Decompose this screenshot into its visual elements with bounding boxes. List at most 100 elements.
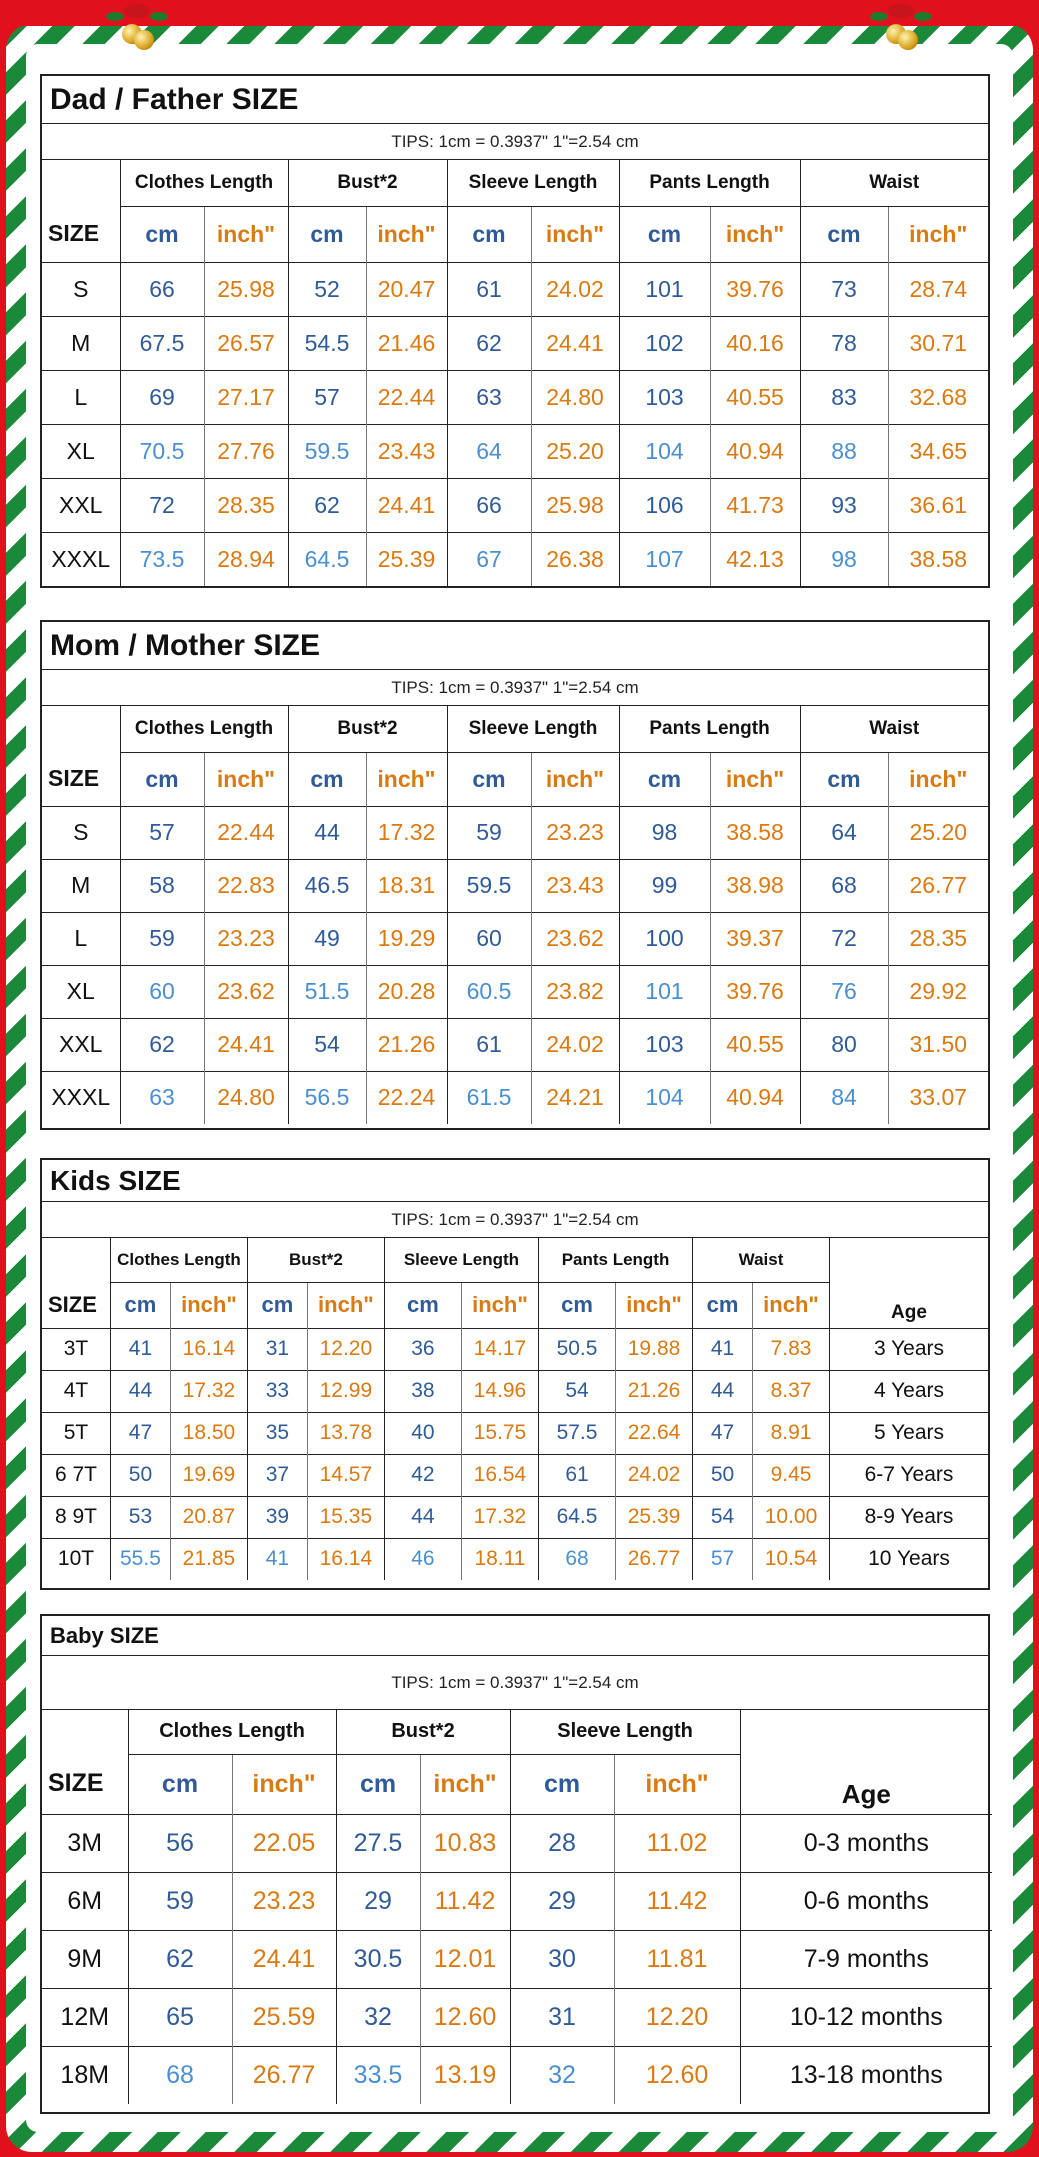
inch-header: inch"	[530, 752, 620, 806]
inch-header: inch"	[306, 1282, 385, 1328]
cm-cell: 50	[109, 1453, 171, 1496]
unit-header-row: SIZE cm inch" cm inch" cm inch" cm inch" cm inch" A…	[42, 1282, 988, 1328]
inch-cell: 38.98	[709, 858, 801, 912]
cm-cell: 62	[446, 315, 531, 370]
cm-cell: 99	[618, 858, 711, 912]
inch-cell: 13.19	[419, 2045, 511, 2104]
size-header: SIZE	[48, 1769, 104, 1798]
inch-cell: 28.35	[887, 911, 989, 965]
cm-cell: 67.5	[119, 315, 204, 370]
inch-cell: 24.80	[203, 1070, 288, 1124]
age-header: Age	[829, 1282, 988, 1328]
cm-cell: 69	[119, 369, 204, 424]
table-row: 8 9T 53 20.87 39 15.35 44 17.32 64.5 25.39 54 10.0…	[42, 1495, 988, 1538]
section-title: Kids SIZE	[42, 1160, 988, 1202]
table-row: XXXL 63 24.80 56.5 22.24 61.5 24.21 104 40.94 84 3…	[42, 1070, 989, 1124]
inch-cell: 22.44	[203, 805, 288, 859]
size-cell: L	[42, 369, 120, 424]
inch-cell: 18.11	[460, 1537, 539, 1580]
table-row: XL 60 23.62 51.5 20.28 60.5 23.82 101 39.76 76 29.…	[42, 964, 989, 1018]
inch-cell: 10.54	[751, 1537, 830, 1580]
size-grid: Clothes Length Bust*2 Sleeve Length Pants L…	[42, 706, 989, 1124]
table-row: M 58 22.83 46.5 18.31 59.5 23.43 99 38.98 68 26.77	[42, 858, 989, 912]
cm-cell: 65	[127, 1987, 232, 2046]
size-cell: S	[42, 805, 120, 859]
bell-ornament-icon	[870, 2, 932, 50]
inch-cell: 24.02	[615, 1453, 693, 1496]
inch-cell: 38.58	[887, 531, 989, 586]
column-group-header: Sleeve Length	[509, 1710, 741, 1755]
cm-cell: 72	[119, 477, 204, 532]
cm-cell: 46	[383, 1537, 462, 1580]
inch-cell: 10.83	[419, 1813, 511, 1872]
cm-cell: 44	[383, 1495, 462, 1538]
table-row: XXXL 73.5 28.94 64.5 25.39 67 26.38 107 42.13 98 3…	[42, 531, 989, 586]
corner-cell	[42, 1710, 128, 1754]
cm-cell: 54	[537, 1369, 616, 1412]
size-header: SIZE	[48, 1291, 97, 1317]
inch-cell: 12.99	[306, 1369, 385, 1412]
inch-cell: 22.44	[365, 369, 447, 424]
cm-cell: 57	[692, 1537, 753, 1580]
size-cell: 9M	[42, 1929, 128, 1988]
unit-header-row: SIZE cm inch" cm inch" cm inch" cm inch" cm inch"	[42, 206, 989, 262]
cm-header: cm	[446, 752, 531, 806]
conversion-tips: TIPS: 1cm = 0.3937" 1"=2.54 cm	[42, 124, 988, 160]
inch-cell: 38.58	[709, 805, 801, 859]
inch-header: inch"	[203, 752, 288, 806]
cm-cell: 53	[109, 1495, 171, 1538]
age-cell: 8-9 Years	[829, 1495, 988, 1538]
inch-cell: 22.24	[365, 1070, 447, 1124]
inch-cell: 12.60	[613, 2045, 741, 2104]
cm-cell: 52	[287, 261, 366, 316]
age-header-spacer	[739, 1710, 993, 1754]
inch-header: inch"	[887, 206, 989, 262]
inch-cell: 25.98	[530, 477, 620, 532]
inch-cell: 25.59	[231, 1987, 337, 2046]
inch-cell: 23.62	[203, 964, 288, 1018]
cm-cell: 83	[799, 369, 889, 424]
inch-cell: 19.69	[169, 1453, 248, 1496]
size-cell: 4T	[42, 1369, 111, 1412]
cm-cell: 33	[246, 1369, 308, 1412]
cm-cell: 32	[335, 1987, 421, 2046]
dad-size-table: Dad / Father SIZE TIPS: 1cm = 0.3937" 1"=…	[40, 74, 990, 588]
inch-header: inch"	[365, 206, 447, 262]
inch-cell: 28.74	[887, 261, 989, 316]
inch-cell: 18.50	[169, 1411, 248, 1454]
size-cell: 18M	[42, 2045, 128, 2104]
table-row: 3M 56 22.05 27.5 10.83 28 11.02 0-3 months	[42, 1813, 993, 1872]
inch-header: inch"	[615, 1282, 693, 1328]
size-cell: 10T	[42, 1537, 111, 1580]
mom-size-table: Mom / Mother SIZE TIPS: 1cm = 0.3937" 1"=…	[40, 620, 990, 1130]
inch-cell: 18.31	[365, 858, 447, 912]
cm-cell: 50.5	[537, 1327, 616, 1370]
size-cell: 6 7T	[42, 1453, 111, 1496]
size-cell: M	[42, 315, 120, 370]
inch-header: inch"	[613, 1754, 741, 1814]
unit-header-row: SIZE cm inch" cm inch" cm inch" cm inch" cm inch"	[42, 752, 989, 806]
cm-cell: 29	[509, 1871, 615, 1930]
inch-cell: 23.43	[530, 858, 620, 912]
inch-cell: 26.77	[231, 2045, 337, 2104]
inch-cell: 39.37	[709, 911, 801, 965]
cm-cell: 62	[287, 477, 366, 532]
inch-cell: 24.41	[203, 1017, 288, 1071]
conversion-tips: TIPS: 1cm = 0.3937" 1"=2.54 cm	[42, 1656, 988, 1710]
cm-cell: 38	[383, 1369, 462, 1412]
inch-cell: 25.20	[530, 423, 620, 478]
age-cell: 6-7 Years	[829, 1453, 988, 1496]
cm-cell: 39	[246, 1495, 308, 1538]
cm-cell: 41	[109, 1327, 171, 1370]
cm-cell: 101	[618, 964, 711, 1018]
column-group-header: Clothes Length	[119, 160, 288, 207]
unit-header-row: SIZE cm inch" cm inch" cm inch" Age	[42, 1754, 993, 1814]
cm-cell: 60.5	[446, 964, 531, 1018]
inch-cell: 31.50	[887, 1017, 989, 1071]
age-cell: 0-3 months	[739, 1813, 993, 1872]
cm-header: cm	[692, 1282, 753, 1328]
column-group-header: Bust*2	[246, 1238, 385, 1283]
cm-cell: 33.5	[335, 2045, 421, 2104]
cm-cell: 30.5	[335, 1929, 421, 1988]
column-group-header: Pants Length	[537, 1238, 693, 1283]
